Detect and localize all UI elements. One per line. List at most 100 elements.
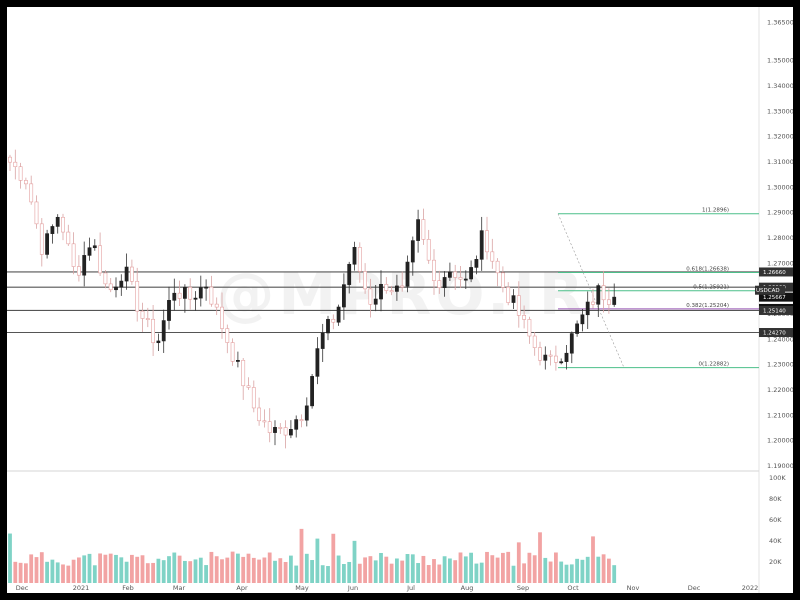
volume-bar-12 [71,559,76,583]
x-tick-label-5: May [295,584,309,592]
candle-body-44 [241,359,246,387]
candle-body-67 [363,271,368,290]
candle-body-42 [230,342,235,362]
x-tick-label-6: Jun [347,584,358,592]
candle-body-82 [442,277,447,288]
volume-bar-41 [225,557,230,583]
volume-bar-13 [77,557,81,583]
volume-bar-94 [506,551,511,583]
y-tick-label-0: 1.36500 [767,19,793,27]
y-tick-label-9: 1.27000 [767,259,793,267]
candle-body-56 [304,405,309,421]
volume-bar-5 [34,557,39,583]
candle-body-17 [98,245,103,274]
candle-body-108 [580,314,585,325]
candle-body-34 [188,286,193,300]
volume-bar-84 [453,560,458,583]
candle-body-24 [135,280,140,312]
volume-bar-80 [432,559,436,583]
price-tag-text-4: 1.25140 [763,308,786,314]
candle-body-114 [612,296,617,305]
candle-body-15 [87,247,92,256]
x-tick-label-2: Feb [122,584,134,592]
symbol-tag-bg [755,285,785,295]
volume-bar-44 [241,556,246,583]
candle-body-103 [553,355,558,363]
volume-bar-113 [607,558,611,583]
volume-tick-label-4: 20K [769,558,782,566]
candle-body-10 [61,216,65,233]
candle-body-90 [485,230,489,253]
x-tick-label-13: 2022 [742,584,759,592]
volume-bar-68 [368,556,373,583]
volume-bar-106 [569,564,574,583]
volume-bar-101 [543,557,548,583]
volume-bar-79 [426,565,431,583]
volume-bar-1 [13,561,18,583]
volume-bar-40 [220,559,224,583]
time-axis[interactable]: Dec 2021 Feb Mar Apr May Jun Jul Aug Sep Oct Nov Dec… [16,584,759,592]
volume-bar-100 [538,532,542,583]
volume-bar-11 [66,565,71,583]
candle-body-28 [156,340,161,344]
volume-bar-19 [108,553,113,583]
candle-body-25 [140,310,145,319]
candle-body-16 [92,245,97,249]
price-axis[interactable]: 1.36500 1.35000 1.34000 1.33000 1.32000 1.310… [767,19,793,470]
volume-tick-label-2: 60K [769,516,782,524]
volume-bar-42 [230,551,235,583]
volume-bars [8,528,617,583]
candle-body-105 [564,352,569,362]
candle-body-93 [500,272,505,288]
candlestick-chart[interactable]: @MPRO.IR 1(1.2896) 0.618(1.26638) 0.5(1.25… [7,7,793,593]
candle-body-36 [198,287,203,299]
volume-bar-96 [516,542,521,583]
volume-bar-66 [357,563,362,583]
candle-body-4 [29,183,34,203]
x-tick-label-9: Sep [517,584,529,592]
volume-bar-64 [347,561,352,583]
candle-body-9 [55,216,60,227]
volume-bar-26 [145,563,150,583]
candle-body-21 [119,280,124,288]
candle-body-45 [246,385,251,388]
candle-body-11 [66,231,71,245]
candle-body-3 [23,180,28,185]
candle-body-86 [463,278,468,281]
fib-label-3: 0.382(1.25204) [686,303,729,309]
fib-label-0: 1(1.2896) [702,208,729,214]
fibonacci-retracement[interactable]: 1(1.2896) 0.618(1.26638) 0.5(1.25921) 0.382… [557,208,759,369]
volume-bar-73 [395,558,399,583]
candle-body-14 [82,255,87,276]
candle-body-92 [495,260,500,274]
candle-body-80 [432,259,436,281]
volume-bar-93 [501,552,505,583]
candle-body-68 [368,288,373,305]
candle-body-66 [357,246,362,272]
candle-body-60 [326,318,330,334]
volume-bar-89 [479,562,484,583]
symbol-tag-text: USDCAD [756,288,780,294]
volume-bar-62 [336,555,341,583]
candle-body-26 [145,318,150,320]
price-tags: 1.266601.260601.25667-4.12%1.251401.2427… [755,267,793,338]
volume-bar-71 [384,556,389,583]
volume-tick-label-1: 80K [769,495,782,503]
x-tick-label-3: Mar [173,584,186,592]
volume-bar-38 [209,551,214,583]
price-tag-text-2: 1.25667 [763,295,786,301]
candle-body-54 [294,419,299,430]
volume-bar-59 [320,565,325,583]
volume-bar-16 [92,565,97,583]
candle-body-49 [267,421,272,433]
volume-bar-77 [416,563,420,583]
candle-body-74 [400,285,405,288]
volume-bar-35 [193,559,198,583]
volume-bar-55 [299,528,304,583]
candle-body-76 [410,240,415,263]
volume-bar-58 [315,538,320,583]
y-tick-label-17: 1.19000 [767,462,793,470]
x-tick-label-7: Jul [406,584,415,592]
candle-body-94 [506,286,511,303]
candle-body-61 [331,318,336,323]
